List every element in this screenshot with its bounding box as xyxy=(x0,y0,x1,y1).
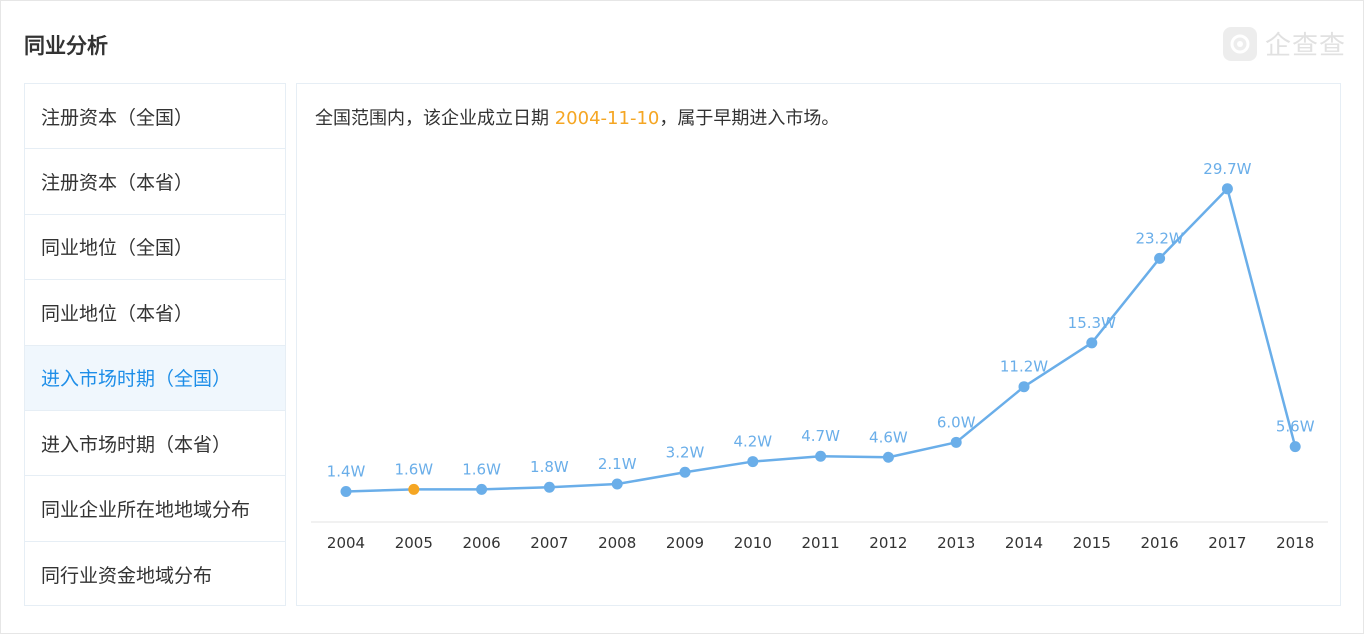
summary-text: 全国范围内，该企业成立日期 2004-11-10，属于早期进入市场。 xyxy=(315,104,839,130)
data-label-2015: 15.3W xyxy=(1068,314,1116,332)
data-point-2014 xyxy=(1018,381,1030,393)
data-label-2010: 4.2W xyxy=(733,433,772,451)
section-title: 同业分析 xyxy=(24,34,108,58)
x-tick-label-2011: 2011 xyxy=(802,534,840,552)
data-label-2007: 1.8W xyxy=(530,458,569,476)
x-tick-label-2007: 2007 xyxy=(530,534,568,552)
data-point-2018 xyxy=(1289,441,1301,453)
data-label-2014: 11.2W xyxy=(1000,358,1048,376)
sidebar-item-registered-capital-province[interactable]: 注册资本（本省） xyxy=(25,149,285,215)
x-tick-label-2018: 2018 xyxy=(1276,534,1314,552)
data-point-2007 xyxy=(543,481,555,493)
data-point-2013 xyxy=(950,436,962,448)
chart-panel: 全国范围内，该企业成立日期 2004-11-10，属于早期进入市场。 1.4W 2… xyxy=(296,83,1341,606)
sidebar-item-market-entry-province[interactable]: 进入市场时期（本省） xyxy=(25,411,285,477)
data-point-2011 xyxy=(815,450,827,462)
logo-text: 企查查 xyxy=(1264,31,1346,61)
summary-suffix: ，属于早期进入市场。 xyxy=(659,108,840,129)
x-tick-label-2015: 2015 xyxy=(1073,534,1111,552)
data-point-2012 xyxy=(882,451,894,463)
line-chart: 1.4W 2004 1.6W 2005 1.6W 2006 1.8W 2007 2.1W 2008… xyxy=(311,160,1328,552)
data-point-2006 xyxy=(476,483,488,495)
data-label-2017: 29.7W xyxy=(1203,160,1251,178)
data-point-2010 xyxy=(747,456,759,468)
sidebar-item-capital-regional-distribution[interactable]: 同行业资金地域分布 xyxy=(41,564,213,587)
data-label-2008: 2.1W xyxy=(598,455,637,473)
summary-prefix: 全国范围内，该企业成立日期 xyxy=(315,108,555,129)
sidebar-item-industry-rank-national[interactable]: 同业地位（全国） xyxy=(25,215,285,281)
sidebar: 注册资本（全国） 注册资本（本省） 同业地位（全国） 同业地位（本省） 进入市场… xyxy=(24,83,286,606)
data-label-2004: 1.4W xyxy=(327,463,366,481)
sidebar-item-peer-regional-distribution[interactable]: 同业企业所在地地域分布 xyxy=(25,476,285,542)
x-tick-label-2004: 2004 xyxy=(327,534,365,552)
sidebar-item-industry-rank-province[interactable]: 同业地位（本省） xyxy=(25,280,285,346)
data-point-2008 xyxy=(611,478,623,490)
x-tick-label-2016: 2016 xyxy=(1141,534,1179,552)
sidebar-item-registered-capital-national[interactable]: 注册资本（全国） xyxy=(25,84,285,150)
data-point-2005 xyxy=(408,483,420,495)
data-label-2011: 4.7W xyxy=(801,427,840,445)
x-tick-label-2009: 2009 xyxy=(666,534,704,552)
x-tick-label-2006: 2006 xyxy=(463,534,501,552)
data-label-2009: 3.2W xyxy=(666,443,705,461)
data-point-2016 xyxy=(1154,252,1166,264)
x-tick-label-2005: 2005 xyxy=(395,534,433,552)
data-point-2004 xyxy=(340,486,352,498)
sidebar-item-market-entry-national[interactable]: 进入市场时期（全国） xyxy=(25,345,285,411)
data-point-2015 xyxy=(1086,337,1098,349)
data-label-2012: 4.6W xyxy=(869,428,908,446)
x-tick-label-2012: 2012 xyxy=(869,534,907,552)
x-tick-label-2013: 2013 xyxy=(937,534,975,552)
x-tick-label-2010: 2010 xyxy=(734,534,772,552)
logo: 企查查 xyxy=(1222,25,1346,62)
x-tick-label-2008: 2008 xyxy=(598,534,636,552)
x-tick-label-2014: 2014 xyxy=(1005,534,1043,552)
data-point-2009 xyxy=(679,466,691,478)
data-label-2018: 5.6W xyxy=(1276,418,1315,436)
data-label-2016: 23.2W xyxy=(1135,229,1183,247)
founding-date: 2004-11-10 xyxy=(554,108,660,129)
qichacha-logo-icon xyxy=(1222,26,1257,61)
data-label-2013: 6.0W xyxy=(937,413,976,431)
data-point-2017 xyxy=(1221,183,1233,195)
data-label-2006: 1.6W xyxy=(462,460,501,478)
data-label-2005: 1.6W xyxy=(394,460,433,478)
x-tick-label-2017: 2017 xyxy=(1208,534,1246,552)
